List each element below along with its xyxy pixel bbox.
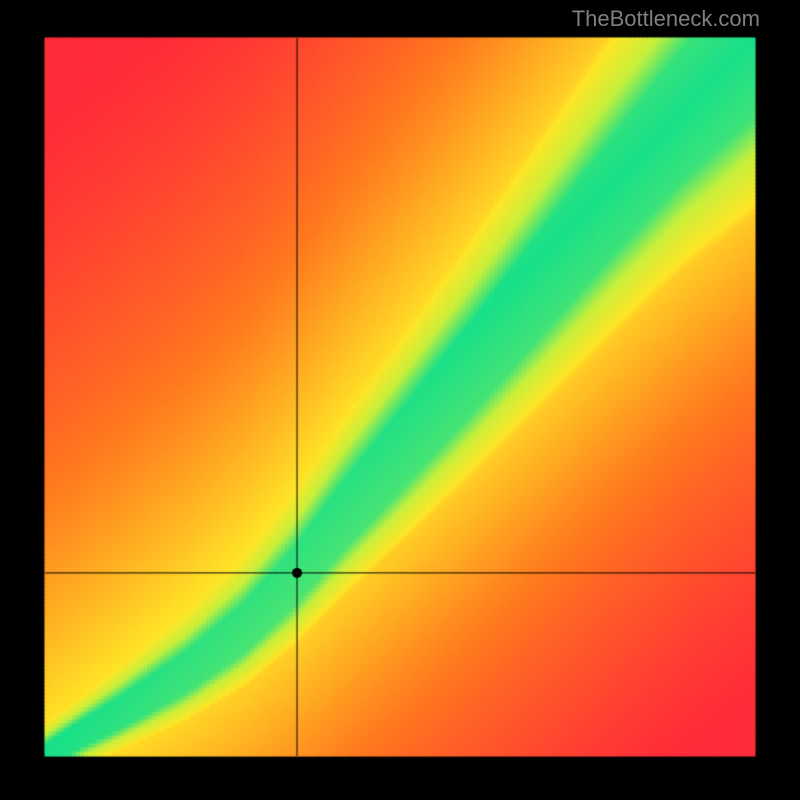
watermark-text: TheBottleneck.com <box>572 6 760 32</box>
bottleneck-heatmap <box>0 0 800 800</box>
chart-container: TheBottleneck.com <box>0 0 800 800</box>
